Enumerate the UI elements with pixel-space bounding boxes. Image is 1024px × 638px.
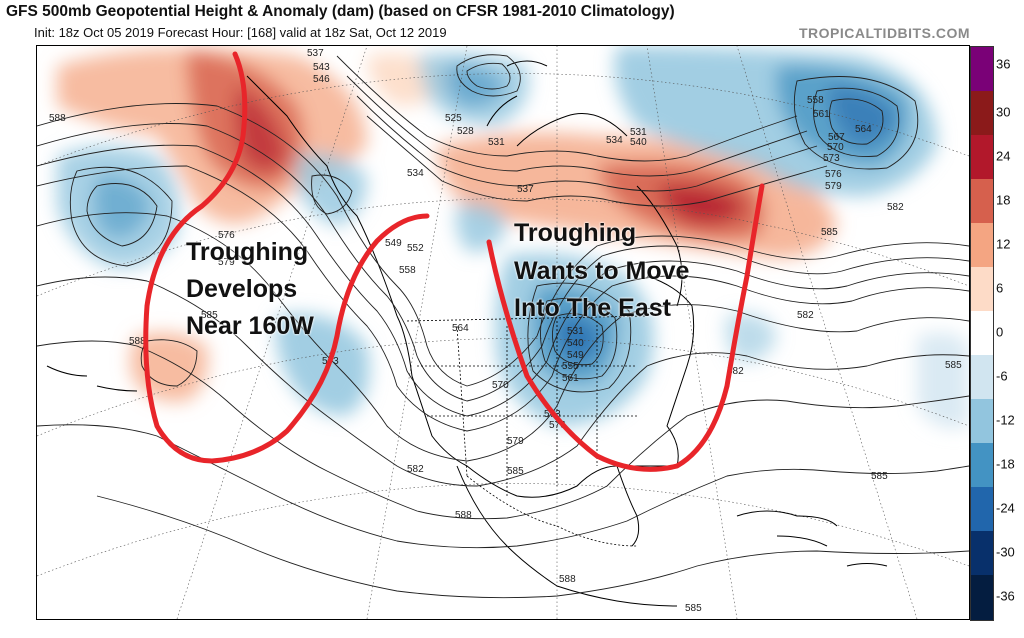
east-annotation-line3: Into The East: [514, 294, 671, 322]
colorbar-label: 18: [996, 192, 1011, 208]
map-svg: 588 537 543 546 525 528 531 534 537 534 …: [37, 46, 969, 619]
contour-label: 564: [452, 323, 469, 334]
west-annotation-line3: Near 160W: [186, 312, 314, 340]
contour-label: 576: [825, 169, 842, 180]
init-valid-subtitle: Init: 18z Oct 05 2019 Forecast Hour: [16…: [34, 25, 447, 40]
contour-label: 534: [407, 168, 424, 179]
colorbar-label: -12: [996, 412, 1015, 428]
colorbar-segment: [971, 91, 993, 135]
contour-label: 573: [823, 153, 840, 164]
contour-label: 588: [49, 113, 66, 124]
contour-label: 588: [455, 510, 472, 521]
colorbar-segment: [971, 47, 993, 91]
colorbar-segment: [971, 179, 993, 223]
contour-label: 537: [517, 184, 534, 195]
contour-label: 540: [630, 137, 647, 148]
colorbar-label: -36: [996, 588, 1015, 604]
colorbar-segment: [971, 267, 993, 311]
map-panel: 588 537 543 546 525 528 531 534 537 534 …: [36, 45, 970, 620]
contour-label: 540: [567, 338, 584, 349]
contour-label: 531: [630, 127, 647, 138]
contour-label: 534: [606, 135, 623, 146]
watermark: TROPICALTIDBITS.COM: [798, 25, 970, 41]
contour-label: 585: [871, 471, 888, 482]
colorbar-label: 24: [996, 148, 1011, 164]
colorbar-label: -30: [996, 544, 1015, 560]
east-trough-outline: [486, 183, 765, 472]
east-annotation-line1: Troughing: [514, 219, 637, 247]
colorbar-segment: [971, 399, 993, 443]
colorbar-label: 36: [996, 56, 1011, 72]
colorbar-label: -18: [996, 456, 1015, 472]
contour-label: 531: [567, 326, 584, 337]
contour-label: 585: [685, 603, 702, 614]
contour-label: 549: [385, 238, 402, 249]
colorbar-label: 12: [996, 236, 1011, 252]
contour-label: 531: [488, 137, 505, 148]
west-annotation-line2: Develops: [186, 275, 298, 303]
west-annotation-line1: Troughing: [186, 238, 309, 266]
contour-label: 528: [457, 126, 474, 137]
contour-label: 582: [407, 464, 424, 475]
contour-label: 552: [407, 243, 424, 254]
colorbar-segment: [971, 135, 993, 179]
contour-label: 582: [727, 366, 744, 377]
contour-label: 582: [887, 202, 904, 213]
colorbar-segment: [971, 355, 993, 399]
colorbar-segment: [971, 575, 993, 620]
anomaly-shading: [57, 46, 969, 429]
west-trough-outline: [143, 51, 430, 464]
colorbar-label: -24: [996, 500, 1015, 516]
contour-label: 585: [945, 360, 962, 371]
height-contours: [37, 54, 969, 599]
contour-label: 588: [129, 336, 146, 347]
colorbar-label: 30: [996, 104, 1011, 120]
contour-label: 579: [218, 257, 235, 268]
contour-label: 564: [855, 124, 872, 135]
contour-label: 555: [562, 361, 579, 372]
colorbar-segment: [971, 223, 993, 267]
colorbar-label: -6: [996, 368, 1008, 384]
contour-label: 543: [313, 62, 330, 73]
colorbar-segment: [971, 531, 993, 575]
anomaly-colorbar: [970, 46, 994, 621]
contour-label: 570: [827, 142, 844, 153]
contour-label: 576: [549, 420, 566, 431]
contour-label: 558: [399, 265, 416, 276]
colorbar-segment: [971, 487, 993, 531]
contour-label: 579: [507, 436, 524, 447]
contour-label: 567: [828, 132, 845, 143]
contour-label: 537: [307, 48, 324, 59]
colorbar-label: 6: [996, 280, 1004, 296]
contour-label: 579: [825, 181, 842, 192]
contour-label: 546: [313, 74, 330, 85]
east-annotation-line2: Wants to Move: [514, 257, 690, 285]
contour-label: 576: [218, 230, 235, 241]
trough-outlines: [143, 51, 765, 472]
contour-label: 561: [813, 109, 830, 120]
colorbar-segment: [971, 311, 993, 355]
colorbar-label: 0: [996, 324, 1004, 340]
contour-label: 558: [807, 95, 824, 106]
contour-label: 588: [559, 574, 576, 585]
chart-title: GFS 500mb Geopotential Height & Anomaly …: [6, 3, 675, 20]
state-borders: [406, 315, 648, 547]
contour-label: 549: [567, 350, 584, 361]
contour-label: 570: [492, 380, 509, 391]
contour-labels: 588 537 543 546 525 528 531 534 537 534 …: [49, 48, 962, 614]
contour-label: 525: [445, 113, 462, 124]
contour-label: 585: [821, 227, 838, 238]
graticule: [37, 46, 969, 619]
contour-label: 585: [201, 310, 218, 321]
contour-label: 582: [797, 310, 814, 321]
colorbar-segment: [971, 443, 993, 487]
contour-label: 561: [562, 373, 579, 384]
contour-label: 585: [507, 466, 524, 477]
